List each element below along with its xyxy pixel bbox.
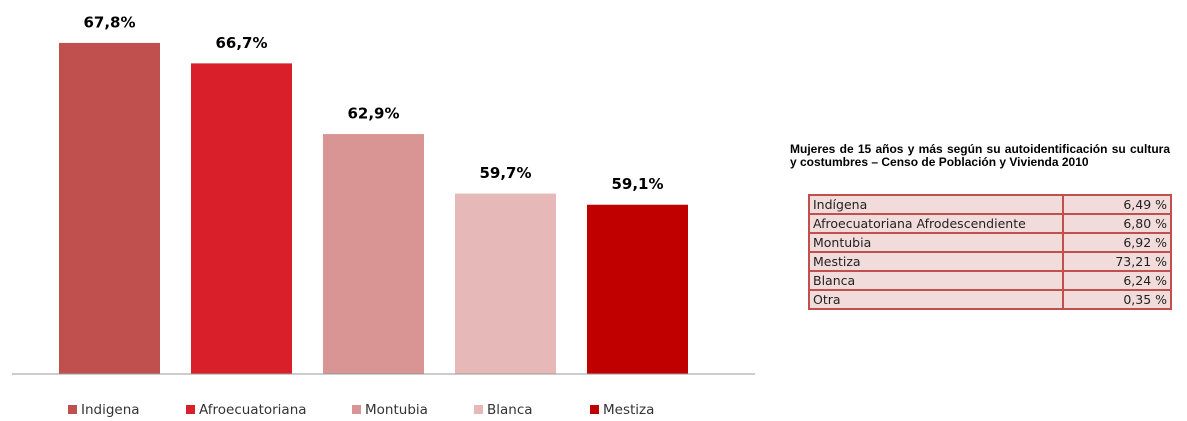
bar — [323, 134, 424, 374]
percent-cell: 73,21 % — [1062, 251, 1172, 272]
chart: 67,8% 66,7% 62,9% 59,7% 59,1% Indigena Afroecu… — [12, 13, 755, 418]
table-row: Mestiza 73,21 % — [808, 251, 1172, 272]
value-label: 66,7% — [215, 34, 267, 52]
bar — [59, 42, 160, 375]
table: Indígena 6,49 % Afroecuatoriana Afrodescen… — [808, 194, 1172, 310]
label-cell: Montubia — [808, 232, 1064, 253]
legend-swatch — [68, 405, 77, 414]
label-cell: Afroecuatoriana Afrodescendiente — [808, 213, 1064, 234]
legend-swatch — [474, 405, 483, 414]
table-row: Blanca 6,24 % — [808, 270, 1172, 291]
legend-swatch — [590, 405, 599, 414]
table-row: Afroecuatoriana Afrodescendiente 6,80 % — [808, 213, 1172, 234]
label-cell: Mestiza — [808, 251, 1064, 272]
percent-cell: 6,49 % — [1062, 194, 1172, 215]
value-label: 67,8% — [83, 13, 135, 31]
label-cell: Indígena — [808, 194, 1064, 215]
legend-swatch — [352, 405, 361, 414]
legend-label: Indigena — [81, 402, 140, 418]
table-row: Otra 0,35 % — [808, 289, 1172, 310]
table-row: Montubia 6,92 % — [808, 232, 1172, 253]
legend-label: Afroecuatoriana — [199, 402, 307, 418]
percent-cell: 6,92 % — [1062, 232, 1172, 253]
percent-cell: 6,24 % — [1062, 270, 1172, 291]
percent-cell: 0,35 % — [1062, 289, 1172, 310]
percent-cell: 6,80 % — [1062, 213, 1172, 234]
table-title: Mujeres de 15 años y más según su autoid… — [790, 142, 1170, 169]
label-cell: Blanca — [808, 270, 1064, 291]
table-row: Indígena 6,49 % — [808, 194, 1172, 215]
value-label: 59,7% — [479, 164, 531, 182]
bar — [191, 63, 292, 374]
legend-label: Mestiza — [603, 402, 654, 418]
value-label: 59,1% — [611, 175, 663, 193]
label-cell: Otra — [808, 289, 1064, 310]
bar — [587, 204, 688, 374]
value-label: 62,9% — [347, 105, 399, 123]
legend-label: Blanca — [487, 402, 533, 418]
legend-swatch — [186, 405, 195, 414]
bar — [455, 193, 556, 374]
legend-label: Montubia — [365, 402, 428, 418]
